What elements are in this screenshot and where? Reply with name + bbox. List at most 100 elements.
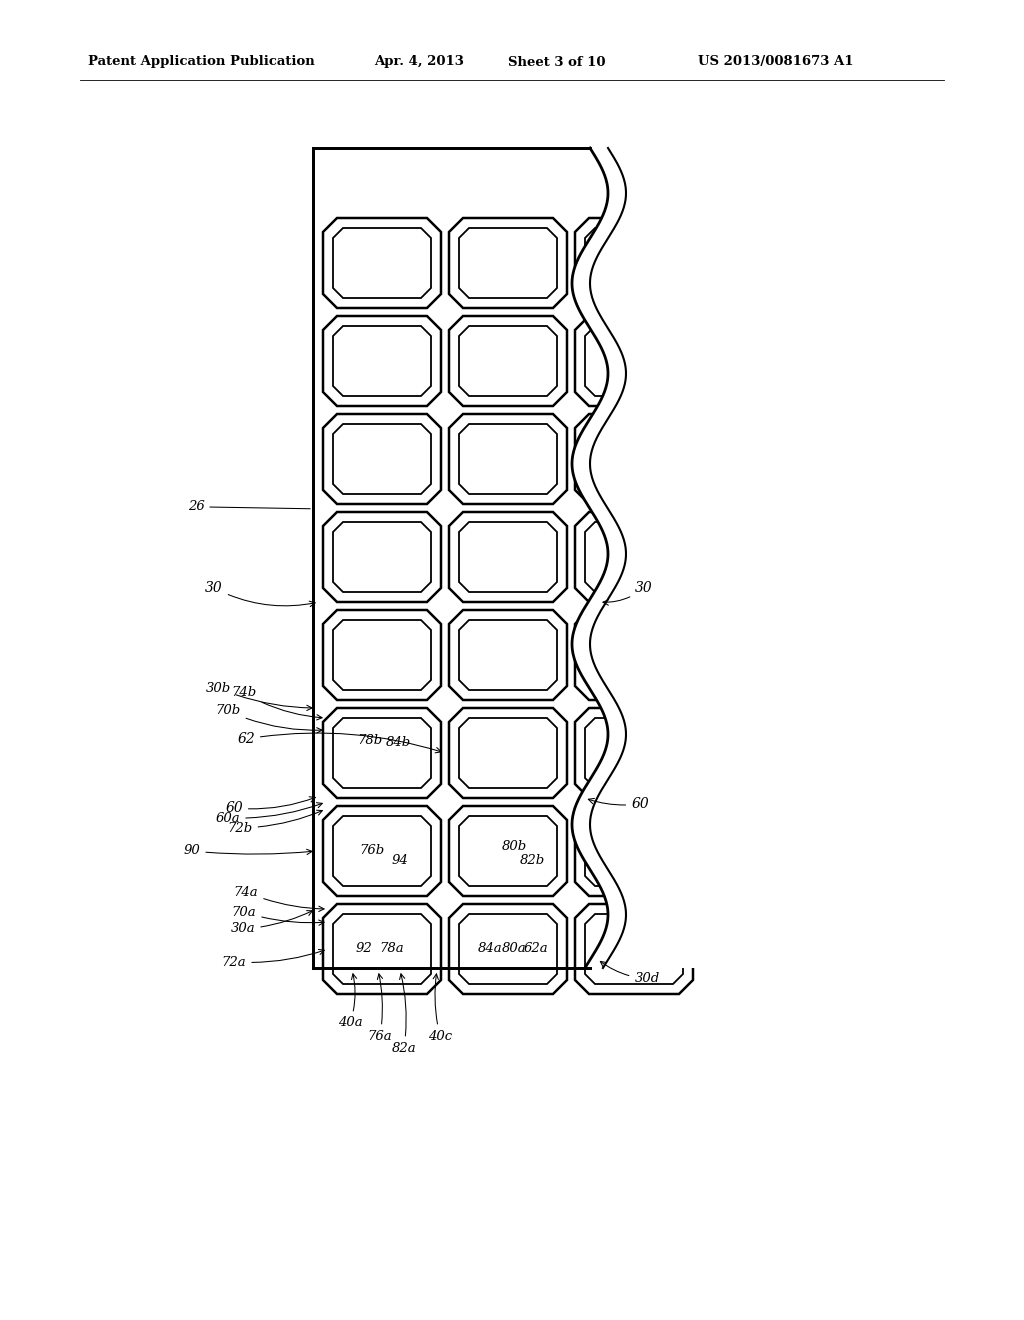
Polygon shape	[572, 281, 1024, 282]
Polygon shape	[608, 731, 1024, 733]
Polygon shape	[608, 552, 1024, 553]
Polygon shape	[607, 920, 1024, 921]
Polygon shape	[582, 315, 1024, 317]
Polygon shape	[605, 358, 1024, 359]
Text: 72a: 72a	[221, 949, 325, 969]
Polygon shape	[602, 529, 1024, 532]
Polygon shape	[578, 440, 1024, 441]
Text: 40a: 40a	[338, 974, 362, 1030]
Polygon shape	[573, 269, 1024, 271]
Polygon shape	[607, 741, 1024, 742]
Polygon shape	[600, 525, 1024, 527]
Polygon shape	[605, 207, 1024, 209]
Polygon shape	[603, 892, 1024, 894]
Polygon shape	[603, 894, 1024, 895]
Polygon shape	[580, 851, 1024, 853]
Polygon shape	[574, 659, 1024, 660]
Polygon shape	[605, 537, 1024, 539]
Polygon shape	[607, 560, 1024, 561]
Polygon shape	[596, 157, 1024, 158]
Polygon shape	[572, 825, 1024, 828]
Polygon shape	[572, 830, 1024, 832]
Polygon shape	[584, 248, 1024, 249]
Polygon shape	[594, 952, 1024, 953]
Polygon shape	[608, 193, 1024, 194]
Polygon shape	[608, 549, 1024, 550]
Polygon shape	[572, 288, 1024, 289]
Polygon shape	[575, 264, 1024, 265]
Polygon shape	[583, 498, 1024, 499]
Polygon shape	[573, 293, 1024, 294]
Polygon shape	[585, 246, 1024, 247]
Polygon shape	[601, 760, 1024, 762]
Polygon shape	[572, 828, 1024, 829]
Polygon shape	[459, 620, 557, 690]
Polygon shape	[578, 486, 1024, 487]
Polygon shape	[575, 301, 1024, 302]
Polygon shape	[604, 932, 1024, 933]
Polygon shape	[606, 721, 1024, 722]
Polygon shape	[596, 879, 1024, 880]
Text: 80b: 80b	[502, 840, 526, 853]
Polygon shape	[607, 919, 1024, 920]
Polygon shape	[608, 189, 1024, 190]
Polygon shape	[592, 512, 1024, 513]
Polygon shape	[585, 861, 1024, 862]
Polygon shape	[575, 445, 1024, 446]
Text: US 2013/0081673 A1: US 2013/0081673 A1	[698, 55, 853, 69]
Polygon shape	[574, 267, 1024, 268]
Polygon shape	[579, 257, 1024, 259]
Text: Patent Application Publication: Patent Application Publication	[88, 55, 314, 69]
Polygon shape	[579, 850, 1024, 851]
Polygon shape	[591, 235, 1024, 238]
Polygon shape	[577, 623, 1024, 624]
Polygon shape	[603, 213, 1024, 214]
Polygon shape	[580, 671, 1024, 672]
Polygon shape	[602, 891, 1024, 892]
Polygon shape	[573, 838, 1024, 840]
Polygon shape	[588, 240, 1024, 242]
Polygon shape	[333, 521, 431, 591]
Polygon shape	[584, 609, 1024, 610]
Polygon shape	[600, 941, 1024, 942]
Polygon shape	[602, 215, 1024, 216]
Polygon shape	[592, 331, 1024, 333]
Polygon shape	[575, 263, 1024, 264]
Polygon shape	[606, 565, 1024, 566]
Polygon shape	[323, 414, 441, 504]
Polygon shape	[584, 859, 1024, 861]
Polygon shape	[605, 177, 1024, 178]
Polygon shape	[574, 297, 1024, 298]
Polygon shape	[572, 461, 1024, 462]
Polygon shape	[579, 849, 1024, 850]
Polygon shape	[591, 416, 1024, 417]
Polygon shape	[588, 325, 1024, 326]
Polygon shape	[572, 284, 1024, 285]
Polygon shape	[593, 875, 1024, 876]
Polygon shape	[585, 319, 1024, 321]
Text: 76b: 76b	[359, 845, 385, 858]
Polygon shape	[595, 950, 1024, 952]
Polygon shape	[573, 656, 1024, 657]
Polygon shape	[608, 371, 1024, 372]
Polygon shape	[592, 414, 1024, 416]
Polygon shape	[599, 704, 1024, 705]
Polygon shape	[572, 462, 1024, 463]
Polygon shape	[600, 942, 1024, 944]
Polygon shape	[459, 326, 557, 396]
Polygon shape	[587, 685, 1024, 686]
Polygon shape	[595, 337, 1024, 338]
Polygon shape	[572, 824, 1024, 825]
Polygon shape	[575, 708, 693, 799]
Polygon shape	[606, 723, 1024, 725]
Text: Sheet 3 of 10: Sheet 3 of 10	[508, 55, 605, 69]
Polygon shape	[598, 702, 1024, 704]
Polygon shape	[592, 693, 1024, 694]
Polygon shape	[459, 521, 557, 591]
Polygon shape	[598, 341, 1024, 342]
Polygon shape	[573, 631, 1024, 632]
Polygon shape	[603, 395, 1024, 396]
Polygon shape	[590, 598, 1024, 599]
Polygon shape	[591, 690, 1024, 692]
Polygon shape	[604, 210, 1024, 211]
